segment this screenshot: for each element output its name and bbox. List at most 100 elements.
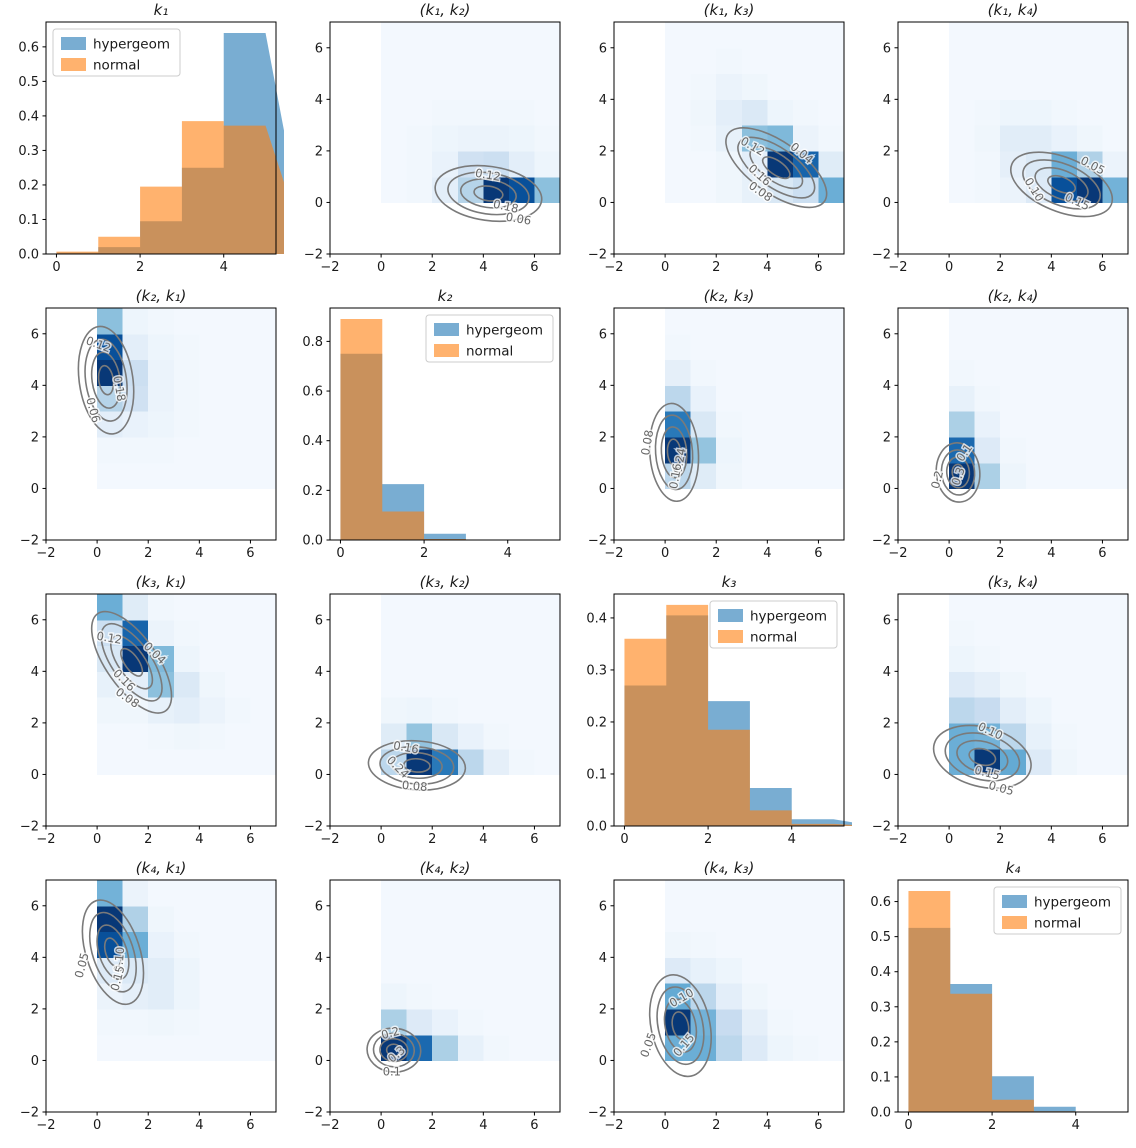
x-tick-label: 0 xyxy=(620,832,628,847)
legend: hypergeom normal xyxy=(52,28,181,77)
x-tick-label: 4 xyxy=(763,546,771,561)
y-tick-label: −2 xyxy=(304,820,323,835)
plot-canvas-k1k2: 0.12 0.180.06 −2 0 2 4 6 −2 0 2 4 6 (k₁, k₂) xyxy=(304,1,561,275)
subplot-title-k1: k₁ xyxy=(154,1,169,19)
subplot-title-k3: k₃ xyxy=(722,573,737,591)
hist-series-normal xyxy=(56,121,308,254)
heatmap xyxy=(97,594,277,776)
x-tick-label: 2 xyxy=(996,546,1004,561)
y-tick-label: 6 xyxy=(31,327,39,342)
contour-label: 0.16 xyxy=(392,738,420,756)
x-tick-label: 0 xyxy=(52,260,60,275)
subplot-title-k4k2: (k₄, k₂) xyxy=(420,859,471,877)
y-tick-label: 0.3 xyxy=(18,144,39,159)
legend-swatch-normal xyxy=(61,58,86,71)
y-tick-label: 0.2 xyxy=(586,715,607,730)
y-tick-label: 6 xyxy=(315,899,323,914)
x-tick-label: −2 xyxy=(36,1118,55,1133)
contour-label: 0.12 xyxy=(95,629,123,647)
x-tick-label: 2 xyxy=(428,1118,436,1133)
y-tick-label: 0 xyxy=(315,768,323,783)
heatmap xyxy=(665,880,845,1062)
subplot-k1k2: 0.12 0.18 0.06 −2 0 2 4 6 −2 0 2 4 6 (k₁, k₂) xyxy=(284,0,568,286)
x-tick-label: 0 xyxy=(336,546,344,561)
x-tick-label: 4 xyxy=(1047,546,1055,561)
heatmap xyxy=(949,22,1129,204)
contour-label: 0.24 xyxy=(670,447,688,475)
y-tick-label: −2 xyxy=(872,248,891,263)
y-tick-label: 0.1 xyxy=(18,213,39,228)
y-tick-label: 0.0 xyxy=(586,820,607,835)
y-tick-label: 2 xyxy=(315,1002,323,1017)
x-tick-label: 2 xyxy=(712,260,720,275)
contour-lines: 0.12 0.180.06 xyxy=(434,164,543,229)
contour-label: 0.2 xyxy=(928,469,946,490)
x-tick-label: 4 xyxy=(195,546,203,561)
subplot-title-k1k2: (k₁, k₂) xyxy=(420,1,471,19)
x-tick-label: 6 xyxy=(1098,832,1106,847)
y-tick-label: 0.4 xyxy=(586,611,607,626)
y-tick-label: 4 xyxy=(31,951,39,966)
y-tick-label: 4 xyxy=(599,93,607,108)
x-tick-label: 2 xyxy=(712,1118,720,1133)
x-tick-label: 2 xyxy=(420,546,428,561)
y-tick-label: 2 xyxy=(883,716,891,731)
heatmap xyxy=(97,308,277,490)
x-tick-label: −2 xyxy=(320,1118,339,1133)
legend-swatch-hypergeom xyxy=(718,609,743,622)
x-tick-label: 2 xyxy=(988,1118,996,1133)
x-tick-label: −2 xyxy=(604,1118,623,1133)
y-tick-label: −2 xyxy=(872,820,891,835)
y-tick-label: −2 xyxy=(304,248,323,263)
y-tick-label: 0.1 xyxy=(870,1070,891,1085)
x-tick-label: 2 xyxy=(996,832,1004,847)
y-tick-label: 4 xyxy=(599,379,607,394)
x-tick-label: 4 xyxy=(195,1118,203,1133)
y-tick-label: 2 xyxy=(31,430,39,445)
x-tick-label: 0 xyxy=(945,260,953,275)
x-tick-label: 0 xyxy=(93,546,101,561)
x-tick-label: 2 xyxy=(996,260,1004,275)
x-tick-label: 4 xyxy=(479,260,487,275)
y-tick-label: 4 xyxy=(315,951,323,966)
x-tick-label: 6 xyxy=(530,832,538,847)
y-tick-label: 4 xyxy=(31,665,39,680)
x-tick-label: 4 xyxy=(479,1118,487,1133)
hist-series-hypergeom xyxy=(340,353,592,540)
x-tick-label: 2 xyxy=(704,832,712,847)
contour-label: 0.05 xyxy=(987,778,1015,798)
y-tick-label: 6 xyxy=(315,41,323,56)
heatmap xyxy=(665,308,845,490)
legend-swatch-normal xyxy=(1002,916,1027,929)
legend-swatch-hypergeom xyxy=(434,323,459,336)
y-tick-label: 0.4 xyxy=(302,434,323,449)
x-tick-label: 4 xyxy=(220,260,228,275)
x-tick-label: −2 xyxy=(888,546,907,561)
plot-canvas-k2k3: 0.08 0.240.16 −2 0 2 4 6 −2 0 2 4 6 (k₂, k₃) xyxy=(588,287,845,561)
x-tick-label: −2 xyxy=(320,260,339,275)
x-tick-label: −2 xyxy=(888,832,907,847)
subplot-title-k2k1: (k₂, k₁) xyxy=(136,287,187,305)
subplot-title-k2k4: (k₂, k₄) xyxy=(988,287,1039,305)
legend-label-normal: normal xyxy=(93,58,140,74)
legend-label-normal: normal xyxy=(466,344,513,360)
subplot-title-k2: k₂ xyxy=(438,287,453,305)
y-tick-label: 4 xyxy=(883,379,891,394)
contour-lines: 0.10.30.2 xyxy=(926,440,981,503)
y-tick-label: 0 xyxy=(31,1054,39,1069)
plot-canvas-k3: 0 2 4 0.0 0.1 0.2 0.3 0.4 k₃ hypergeom normal xyxy=(586,573,876,847)
y-tick-label: 0.6 xyxy=(870,895,891,910)
x-tick-label: 0 xyxy=(377,260,385,275)
hist-series-normal xyxy=(908,891,1136,1112)
y-tick-label: 0.0 xyxy=(870,1106,891,1121)
subplot-title-k4: k₄ xyxy=(1006,859,1021,877)
x-tick-label: 6 xyxy=(814,1118,822,1133)
x-tick-label: 0 xyxy=(93,1118,101,1133)
x-tick-label: 0 xyxy=(93,832,101,847)
y-tick-label: −2 xyxy=(588,534,607,549)
legend: hypergeom normal xyxy=(425,314,554,363)
